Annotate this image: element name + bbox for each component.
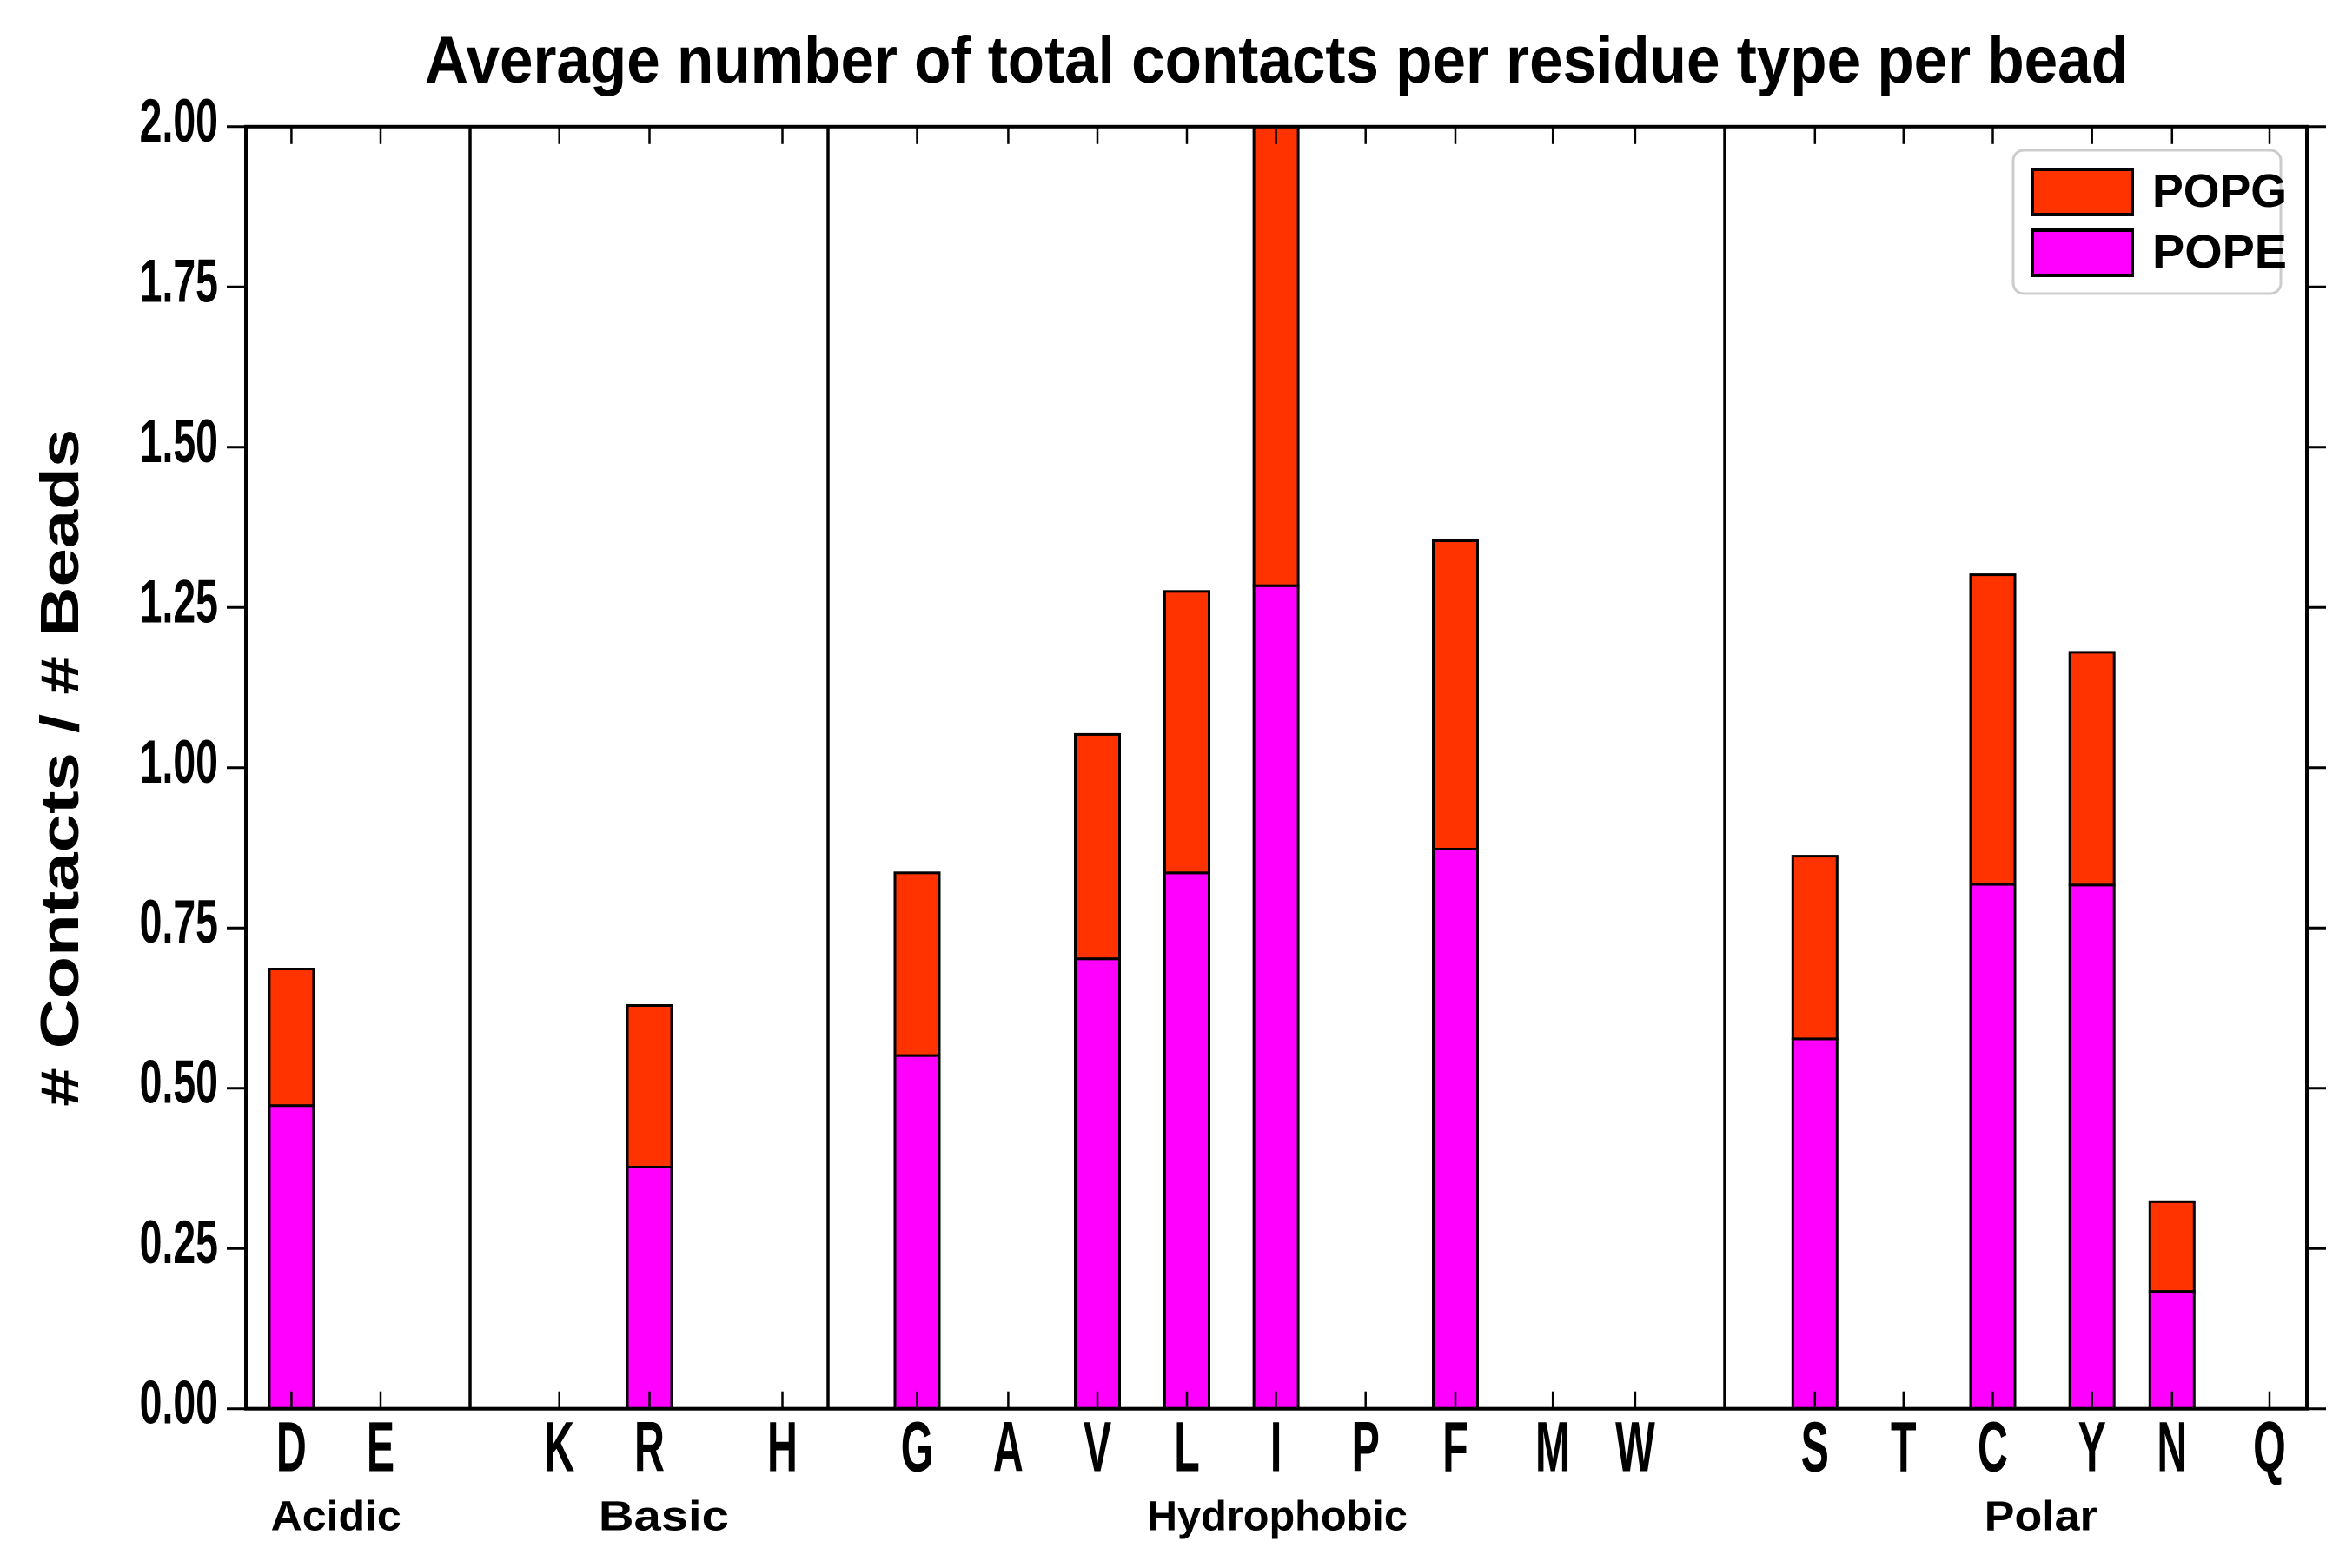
svg-text:T: T (1891, 1408, 1917, 1487)
svg-text:C: C (1978, 1408, 2008, 1487)
svg-text:Y: Y (2078, 1408, 2106, 1487)
svg-text:F: F (1442, 1408, 1468, 1487)
svg-text:V: V (1084, 1408, 1111, 1487)
svg-text:N: N (2157, 1408, 2187, 1487)
svg-text:# Contacts / # Beads: # Contacts / # Beads (30, 429, 90, 1107)
svg-text:L: L (1174, 1408, 1200, 1487)
svg-text:A: A (993, 1408, 1024, 1487)
svg-text:0.75: 0.75 (140, 887, 218, 956)
svg-text:0.25: 0.25 (140, 1207, 218, 1276)
svg-text:P: P (1352, 1408, 1380, 1487)
svg-text:0.00: 0.00 (140, 1368, 218, 1437)
svg-text:1.25: 1.25 (140, 566, 218, 635)
svg-text:E: E (367, 1408, 394, 1487)
svg-text:2.00: 2.00 (140, 86, 218, 155)
svg-text:I: I (1270, 1408, 1282, 1487)
svg-text:Q: Q (2253, 1408, 2286, 1487)
svg-text:R: R (634, 1408, 665, 1487)
svg-text:D: D (276, 1408, 307, 1487)
svg-text:Hydrophobic: Hydrophobic (1147, 1494, 1408, 1540)
svg-text:1.00: 1.00 (140, 727, 218, 796)
svg-text:POPE: POPE (2152, 226, 2287, 278)
svg-text:Acidic: Acidic (271, 1494, 401, 1540)
svg-text:Basic: Basic (599, 1494, 729, 1540)
svg-text:S: S (1801, 1408, 1829, 1487)
svg-text:POPG: POPG (2152, 165, 2287, 217)
svg-text:H: H (767, 1408, 798, 1487)
svg-text:K: K (544, 1408, 574, 1487)
svg-text:1.75: 1.75 (140, 246, 218, 314)
svg-text:M: M (1535, 1408, 1570, 1487)
svg-text:Polar: Polar (1985, 1494, 2097, 1540)
svg-text:1.50: 1.50 (140, 407, 218, 475)
svg-text:G: G (901, 1408, 934, 1487)
svg-text:0.50: 0.50 (140, 1048, 218, 1116)
svg-text:W: W (1615, 1408, 1655, 1487)
svg-text:Average number of total contac: Average number of total contacts per res… (425, 23, 2128, 97)
